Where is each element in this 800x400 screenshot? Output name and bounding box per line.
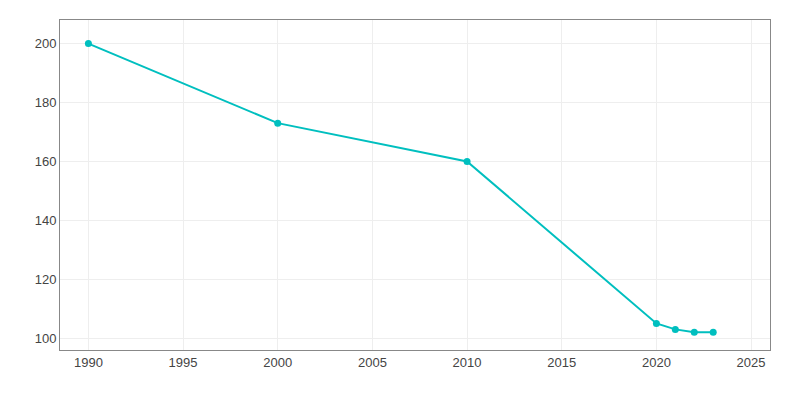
svg-text:2025: 2025 xyxy=(737,355,766,370)
svg-text:200: 200 xyxy=(35,36,57,51)
svg-text:160: 160 xyxy=(35,154,57,169)
svg-text:2005: 2005 xyxy=(358,355,387,370)
svg-text:2010: 2010 xyxy=(453,355,482,370)
svg-text:1995: 1995 xyxy=(169,355,198,370)
svg-text:2015: 2015 xyxy=(547,355,576,370)
svg-text:2000: 2000 xyxy=(263,355,292,370)
svg-text:2020: 2020 xyxy=(642,355,671,370)
svg-text:140: 140 xyxy=(35,213,57,228)
svg-text:120: 120 xyxy=(35,272,57,287)
svg-text:100: 100 xyxy=(35,331,57,346)
svg-text:180: 180 xyxy=(35,95,57,110)
svg-text:1990: 1990 xyxy=(74,355,103,370)
